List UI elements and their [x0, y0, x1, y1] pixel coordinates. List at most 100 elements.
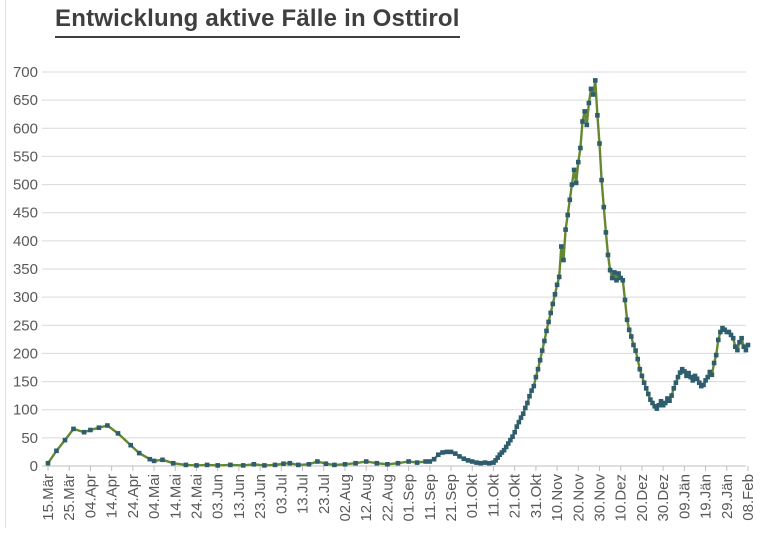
- data-point-marker: [646, 391, 651, 397]
- data-point-marker: [745, 342, 751, 348]
- x-tick-label: 23.Jul: [316, 474, 333, 514]
- data-point-marker: [730, 335, 736, 341]
- data-point-marker: [556, 274, 562, 280]
- data-point-marker: [643, 386, 649, 391]
- data-point-marker: [735, 347, 740, 353]
- data-point-marker: [639, 373, 645, 379]
- data-point-marker: [561, 257, 566, 263]
- x-tick-label: 11.Okt: [485, 473, 502, 517]
- data-point-marker: [525, 400, 530, 406]
- y-tick-label: 550: [13, 148, 38, 165]
- data-point-marker: [332, 462, 337, 468]
- x-tick-label: 23.Jun: [252, 474, 269, 519]
- y-tick-label: 650: [13, 92, 38, 109]
- data-point-marker: [696, 380, 702, 385]
- x-tick-label: 11.Sep: [422, 474, 439, 520]
- y-tick-label: 300: [13, 289, 38, 306]
- y-tick-label: 200: [13, 345, 38, 362]
- x-tick-label: 01.Okt: [464, 473, 481, 518]
- data-point-marker: [160, 457, 165, 463]
- data-point-marker: [741, 344, 747, 349]
- data-point-marker: [493, 458, 498, 463]
- data-point-marker: [115, 431, 121, 436]
- x-tick-label: 22.Aug: [379, 474, 396, 522]
- data-point-marker: [474, 460, 479, 465]
- data-point-marker: [374, 460, 380, 466]
- series-line-group: [47, 79, 750, 467]
- data-point-marker: [713, 352, 719, 358]
- data-point-marker: [62, 437, 68, 443]
- y-tick-label: 350: [13, 261, 38, 278]
- data-point-marker: [542, 338, 547, 344]
- data-point-marker: [296, 462, 301, 468]
- data-point-marker: [675, 374, 681, 380]
- data-point-marker: [550, 301, 556, 307]
- x-tick-label: 30.Dez: [655, 474, 672, 522]
- data-point-marker: [342, 462, 348, 467]
- data-point-marker: [510, 434, 515, 439]
- data-point-marker: [88, 427, 93, 433]
- data-point-marker: [654, 406, 660, 411]
- data-point-marker: [739, 335, 744, 341]
- data-point-marker: [603, 230, 609, 235]
- data-point-marker: [431, 456, 437, 462]
- data-point-marker: [512, 429, 517, 435]
- data-point-marker: [576, 159, 581, 165]
- data-point-marker: [523, 405, 528, 411]
- data-point-marker: [709, 372, 715, 378]
- x-tick-label: 30.Nov: [592, 474, 609, 522]
- data-point-marker: [96, 425, 102, 430]
- data-point-marker: [682, 369, 687, 374]
- data-point-marker: [677, 370, 683, 375]
- data-point-marker: [609, 275, 615, 281]
- data-point-marker: [612, 270, 617, 275]
- x-tick-label: 24.Mai: [188, 474, 205, 519]
- data-point-marker: [694, 376, 700, 382]
- data-point-marker: [486, 460, 492, 466]
- data-point-marker: [597, 141, 602, 146]
- data-point-marker: [686, 370, 691, 376]
- data-point-marker: [478, 460, 483, 466]
- data-point-marker: [535, 366, 541, 372]
- data-point-marker: [580, 119, 585, 124]
- data-point-marker: [495, 455, 500, 460]
- data-point-marker: [531, 383, 537, 389]
- data-point-marker: [395, 460, 401, 466]
- data-point-marker: [599, 177, 604, 183]
- data-point-marker: [482, 460, 488, 465]
- data-point-marker: [743, 347, 749, 353]
- data-point-marker: [548, 310, 553, 316]
- data-point-marker: [444, 449, 450, 455]
- x-tick-label: 04.Mai: [146, 474, 163, 519]
- data-point-marker: [624, 317, 630, 322]
- data-point-marker: [565, 212, 570, 218]
- data-point-marker: [703, 378, 708, 383]
- data-point-marker: [716, 337, 721, 343]
- data-point-marker: [436, 452, 441, 457]
- data-point-marker: [363, 459, 369, 464]
- data-point-marker: [272, 462, 278, 468]
- data-point-marker: [658, 399, 664, 404]
- data-point-marker: [629, 334, 634, 339]
- data-point-marker: [637, 366, 643, 372]
- x-tick-label: 13.Jul: [295, 474, 312, 514]
- data-point-marker: [701, 382, 706, 388]
- data-point-marker: [537, 357, 543, 363]
- data-point-marker: [586, 100, 592, 106]
- x-tick-label: 21.Sep: [443, 474, 460, 522]
- data-point-marker: [641, 380, 647, 385]
- data-point-marker: [520, 411, 526, 416]
- data-point-marker: [151, 458, 157, 464]
- data-point-marker: [503, 444, 509, 450]
- data-point-marker: [323, 461, 329, 466]
- x-tick-label: 13.Jun: [231, 474, 248, 519]
- data-point-marker: [573, 180, 579, 186]
- y-tick-label: 600: [13, 120, 38, 137]
- x-tick-label: 08.Feb: [740, 474, 757, 521]
- data-point-marker: [705, 374, 710, 380]
- data-point-marker: [440, 450, 445, 455]
- x-axis-labels: 15.Mär 25.Mär 04.Apr 14.Apr 24.Apr 04.Mai 14.M…: [40, 473, 757, 521]
- data-point-marker: [684, 373, 689, 379]
- y-tick-label: 700: [13, 64, 38, 81]
